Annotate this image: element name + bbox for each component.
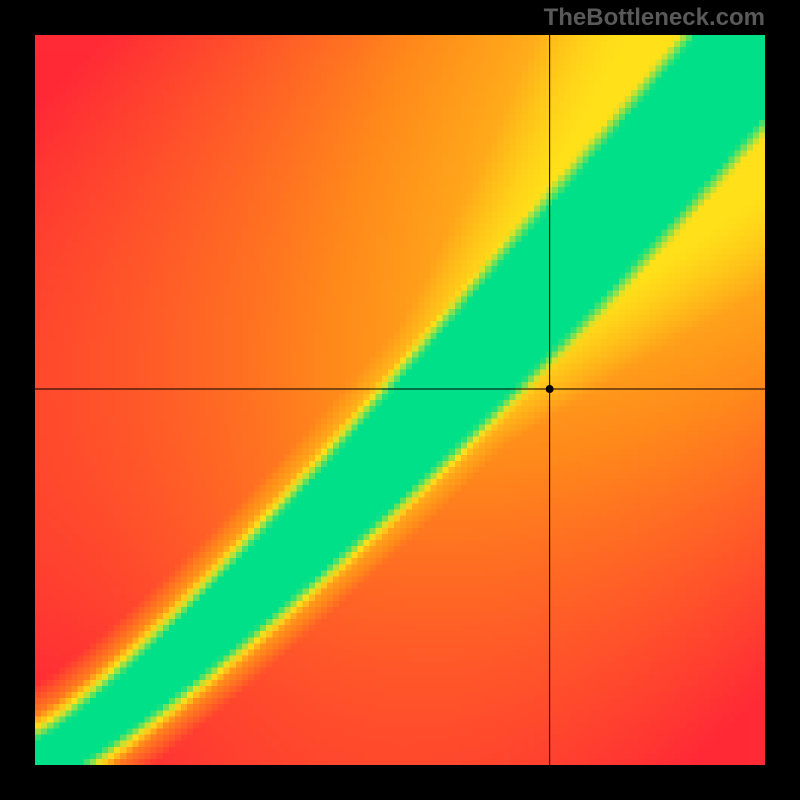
crosshair-point [546,385,554,393]
chart-overlay [0,0,800,800]
watermark-text: TheBottleneck.com [544,4,765,32]
